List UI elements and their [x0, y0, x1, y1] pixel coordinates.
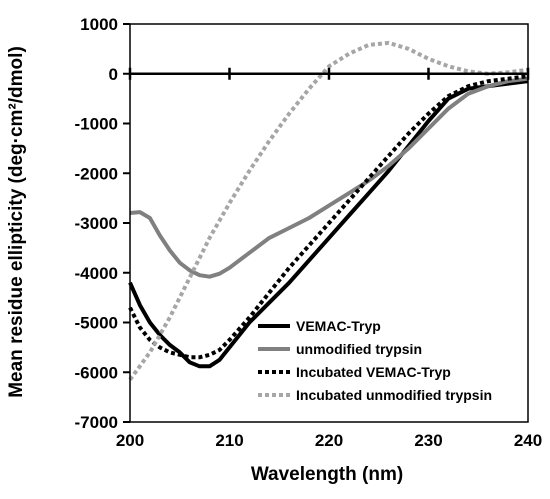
- y-tick-label-neg4000: -4000: [75, 264, 118, 283]
- y-tick-label-neg6000: -6000: [75, 363, 118, 382]
- axes: [123, 23, 530, 423]
- y-tick-label-neg5000: -5000: [75, 314, 118, 333]
- x-tick-label-230: 230: [414, 431, 442, 450]
- x-tick-label-200: 200: [116, 431, 144, 450]
- y-tick-label-neg3000: -3000: [75, 214, 118, 233]
- x-tick-label-220: 220: [315, 431, 343, 450]
- y-tick-label-0: 0: [109, 65, 118, 84]
- x-tick-label-240: 240: [514, 431, 542, 450]
- tick-labels: 200 210 220 230 240 1000 0 -1000 -2000 -3000 -4000…: [75, 15, 543, 450]
- plot-lines: [128, 40, 529, 381]
- y-tick-label-neg1000: -1000: [75, 115, 118, 134]
- x-tick-label-210: 210: [215, 431, 243, 450]
- legend-label-3: Incubated VEMAC-Tryp: [296, 364, 451, 380]
- legend-label-2: unmodified trypsin: [296, 341, 422, 357]
- legend: VEMAC-Tryp unmodified trypsin Incubated VE…: [258, 318, 492, 403]
- y-axis-title: Mean residue ellipticity (deg·cm²/dmol): [6, 46, 27, 398]
- y-tick-label-neg2000: -2000: [75, 164, 118, 183]
- series-line-2: [129, 76, 529, 279]
- x-axis-title: Wavelength (nm): [251, 464, 403, 485]
- series-line-1: [128, 79, 529, 369]
- series-line-3: [128, 74, 529, 360]
- series-line-4: [128, 40, 529, 381]
- legend-label-4: Incubated unmodified trypsin: [296, 387, 492, 403]
- y-tick-label-1000: 1000: [80, 15, 118, 34]
- y-tick-label-neg7000: -7000: [75, 413, 118, 432]
- legend-label-1: VEMAC-Tryp: [296, 318, 381, 334]
